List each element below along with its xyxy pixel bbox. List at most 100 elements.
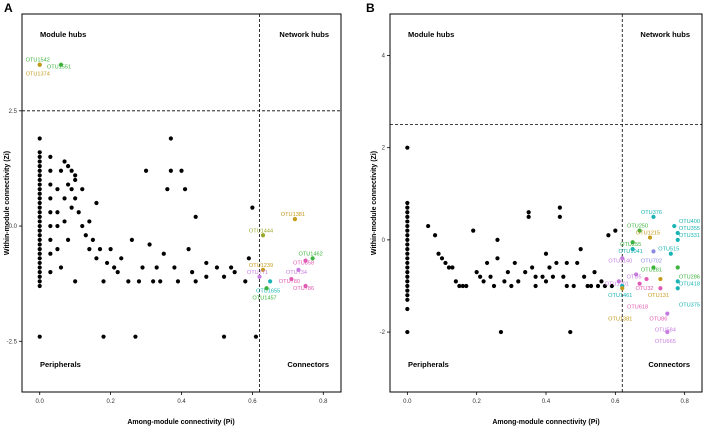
data-point-a	[65, 237, 71, 242]
y-axis-label-b: Within-module connectivity (Zi)	[371, 151, 378, 255]
x-axis-label-a: Among-module connectivity (Pi)	[127, 419, 234, 426]
data-point-a	[48, 168, 53, 173]
data-point-a	[76, 210, 81, 215]
highlight-label-a: OTU1374	[26, 72, 50, 78]
data-point-b	[405, 205, 410, 210]
highlight-label-b: OTU32	[636, 286, 654, 292]
quadrant-label-connectors-a: Connectors	[287, 360, 329, 369]
data-point-a	[115, 270, 120, 275]
data-point-a	[126, 279, 131, 284]
data-point-a	[37, 150, 42, 155]
data-point-a	[151, 279, 156, 284]
data-point-b	[405, 242, 410, 247]
highlight-label-b: OTU86	[649, 316, 667, 322]
data-point-a	[179, 168, 184, 173]
highlight-label-b: OTU281	[641, 268, 662, 274]
data-point-a	[62, 196, 67, 201]
highlight-label-b: OTU702	[641, 258, 662, 264]
data-point-b	[474, 270, 479, 275]
data-point-a	[37, 279, 42, 284]
data-point-a	[140, 265, 145, 270]
quadrant-label-network-hubs-a: Network hubs	[279, 30, 329, 39]
data-point-a	[221, 334, 227, 339]
data-point-a	[37, 237, 42, 242]
data-point-a	[48, 210, 53, 215]
data-point-a	[161, 251, 166, 256]
x-tick-label-b: 0.2	[472, 399, 481, 405]
data-point-a	[243, 279, 248, 284]
highlight-label-b: OTU584	[655, 328, 676, 334]
highlight-point-b	[644, 276, 649, 282]
data-point-b	[602, 283, 608, 289]
data-point-a	[108, 246, 113, 252]
data-point-a	[69, 187, 74, 192]
quadrant-label-module-hubs-a: Module hubs	[40, 30, 86, 39]
plot-area-b: 0.0 0.2 0.4 0.6 0.8 -2 0 2 4 Module hubs Network h…	[380, 14, 702, 405]
data-point-b	[488, 274, 493, 279]
data-point-b	[405, 233, 410, 238]
data-point-a	[55, 187, 60, 192]
quadrant-label-peripherals-b: Peripherals	[408, 360, 449, 369]
x-tick-label-a: 0.4	[177, 399, 186, 405]
y-tick-label-a: -2.5	[7, 339, 18, 345]
data-point-b	[550, 274, 556, 279]
data-point-b	[505, 270, 510, 275]
data-point-a	[73, 173, 78, 178]
data-point-a	[37, 164, 42, 169]
highlight-label-a: OTU1444	[249, 228, 273, 234]
highlight-point-a	[260, 233, 266, 238]
data-point-b	[481, 279, 486, 284]
panel-label-a: A	[4, 1, 13, 15]
x-tick-label-b: 0.0	[403, 399, 412, 405]
data-point-a	[37, 187, 42, 192]
data-point-b	[526, 210, 531, 215]
data-point-a	[37, 173, 42, 178]
highlight-label-b: OTU1461	[608, 293, 632, 299]
data-point-b	[599, 279, 604, 284]
data-point-a	[37, 246, 42, 252]
data-point-a	[37, 283, 42, 289]
data-point-b	[405, 274, 410, 279]
highlight-label-a: OTU1551	[47, 65, 71, 71]
highlight-point-a	[37, 62, 42, 67]
data-point-b	[564, 283, 569, 289]
data-point-b	[405, 200, 410, 206]
data-point-a	[112, 265, 117, 270]
x-tick-label-a: 0.2	[106, 399, 115, 405]
highlight-label-b: OTU331	[679, 233, 700, 239]
highlight-point-a	[296, 267, 301, 272]
data-point-b	[540, 274, 545, 279]
data-point-b	[405, 288, 410, 293]
data-point-b	[554, 260, 559, 266]
panel-b: B 0.0 0.2 0.4 0.6 0.8 -2 0 2 4 Module hubs Network…	[366, 1, 703, 426]
data-point-a	[37, 242, 42, 247]
panel-label-b: B	[366, 1, 375, 15]
data-point-b	[405, 260, 410, 266]
highlight-point-b	[651, 249, 656, 254]
data-point-b	[557, 214, 562, 219]
data-point-b	[405, 219, 410, 224]
data-point-a	[37, 159, 42, 164]
data-point-a	[172, 265, 177, 270]
data-point-b	[405, 228, 410, 233]
highlight-label-b: OTU400	[679, 219, 700, 225]
data-point-a	[37, 136, 42, 141]
data-point-a	[55, 246, 60, 252]
data-point-b	[543, 251, 549, 256]
data-point-a	[37, 182, 42, 187]
highlight-point-a	[303, 283, 308, 289]
data-point-a	[204, 274, 209, 279]
data-point-b	[405, 210, 410, 215]
data-point-b	[582, 274, 587, 279]
highlight-point-b	[675, 279, 680, 284]
data-point-a	[37, 154, 42, 160]
data-point-b	[405, 265, 410, 270]
data-point-a	[87, 246, 92, 252]
x-tick-label-b: 0.4	[542, 399, 551, 405]
data-point-b	[405, 246, 410, 252]
data-point-a	[69, 205, 74, 210]
highlight-point-a	[292, 217, 298, 222]
highlight-label-b: OTU665	[655, 339, 676, 345]
data-point-a	[253, 334, 259, 339]
highlight-point-a	[260, 267, 266, 272]
